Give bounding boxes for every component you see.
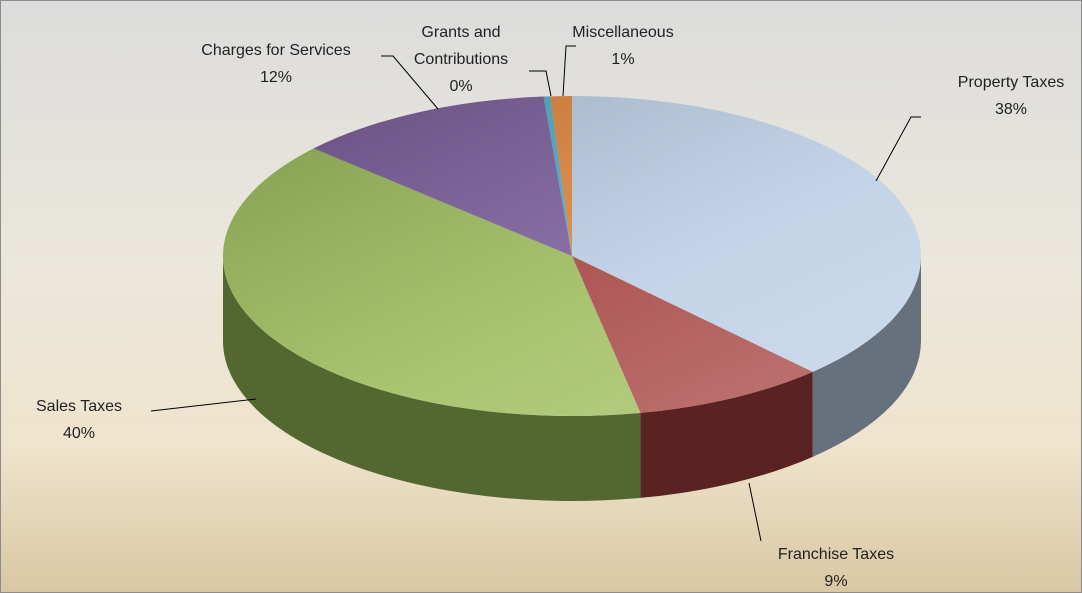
- data-label: Sales Taxes 40%: [36, 393, 122, 447]
- category-label: Miscellaneous: [572, 24, 674, 41]
- category-label: Property Taxes: [957, 74, 1065, 91]
- slice-side: [223, 256, 641, 501]
- data-label: Grants and Contributions 0%: [401, 19, 521, 100]
- category-label: Franchise Taxes: [777, 546, 895, 563]
- leader-line: [381, 55, 439, 110]
- value-label: 40%: [62, 425, 96, 442]
- leader-line: [529, 70, 552, 97]
- value-label: 1%: [611, 51, 635, 68]
- data-label: Charges for Services 12%: [201, 37, 350, 91]
- data-label: Property Taxes 38%: [958, 69, 1064, 123]
- leader-line: [562, 45, 576, 97]
- leader-line: [748, 482, 762, 542]
- value-label: 12%: [259, 69, 293, 86]
- data-label: Franchise Taxes 9%: [777, 541, 895, 592]
- category-label: Grants and Contributions: [413, 24, 509, 68]
- category-label: Charges for Services: [201, 42, 351, 59]
- leader-line: [875, 116, 921, 182]
- value-label: 9%: [824, 573, 848, 590]
- value-label: 0%: [449, 78, 473, 95]
- data-label: Miscellaneous 1%: [572, 19, 673, 73]
- category-label: Sales Taxes: [36, 398, 122, 415]
- leader-line: [150, 398, 257, 412]
- value-label: 38%: [994, 101, 1028, 118]
